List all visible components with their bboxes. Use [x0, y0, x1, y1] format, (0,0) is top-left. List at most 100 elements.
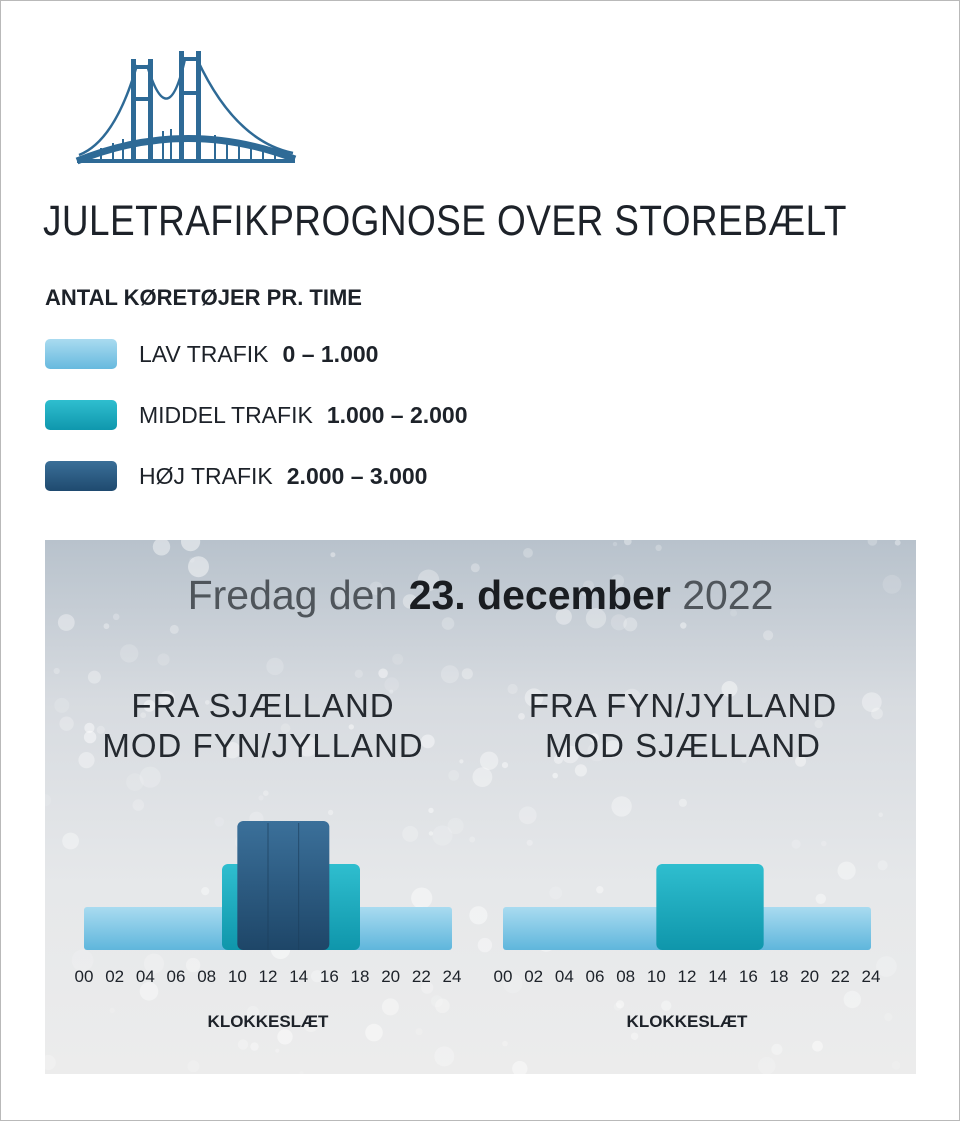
tick-label: 16 [739, 967, 758, 986]
tick-label: 06 [586, 967, 605, 986]
tick-label: 12 [678, 967, 697, 986]
snow-dot [327, 809, 334, 816]
snow-dot [876, 956, 897, 977]
snow-dot [877, 860, 888, 871]
snow-dot [507, 683, 518, 695]
snow-dot [871, 707, 883, 720]
snow-dot [189, 557, 195, 563]
snow-dot [561, 745, 579, 764]
snow-dot [610, 614, 628, 631]
snow-dot [140, 712, 147, 719]
chart-1-title-line2: MOD FYN/JYLLAND [102, 727, 424, 764]
snow-dot [428, 831, 434, 836]
snow-dot [297, 602, 304, 610]
tick-label: 14 [289, 967, 308, 986]
snow-dot [587, 742, 607, 762]
snow-dot [523, 548, 533, 558]
snow-dot [791, 839, 801, 849]
tick-label: 24 [862, 967, 881, 986]
legend-item-high: HØJ TRAFIK 2.000 – 3.000 [45, 460, 427, 492]
snow-dot [280, 723, 291, 734]
snow-dot [821, 840, 827, 847]
snow-dot [430, 995, 443, 1008]
legend-range: 1.000 – 2.000 [326, 401, 468, 428]
chart-2: 00 02 04 06 08 10 12 14 16 18 20 22 24 [494, 864, 881, 986]
snow-dot [795, 755, 807, 767]
traffic-bar-høj [237, 821, 330, 950]
snow-dot [894, 540, 901, 546]
snow-dot [613, 1002, 622, 1011]
tick-label: 04 [555, 967, 574, 986]
snow-dot [432, 825, 453, 846]
snow-dot [263, 790, 269, 796]
snow-dot [369, 581, 383, 595]
legend-item-medium: MIDDEL TRAFIK 1.000 – 2.000 [45, 399, 468, 431]
snow-dot [188, 556, 209, 578]
snow-dot [143, 953, 165, 974]
snow-dot [758, 1056, 776, 1074]
chart-2-title: FRA FYN/JYLLAND MOD SJÆLLAND [503, 686, 863, 766]
snow-dot [882, 574, 902, 594]
snow-dot [275, 1048, 280, 1053]
snow-dot [214, 817, 225, 827]
date-heading: Fredag den 23. december 2022 [45, 572, 916, 619]
tick-label: 20 [800, 967, 819, 986]
snow-dot [434, 1046, 455, 1067]
snow-dot [181, 540, 201, 552]
snow-dot [741, 757, 747, 763]
legend-item-low: LAV TRAFIK 0 – 1.000 [45, 338, 378, 370]
legend-title: ANTAL KØRETØJER PR. TIME [45, 285, 362, 310]
snow-dot [624, 540, 632, 546]
snow-dot [311, 970, 324, 983]
snow-dot [630, 1032, 639, 1040]
legend-swatch-low [45, 339, 117, 369]
page-title: JULETRAFIKPROGNOSE OVER STOREBÆLT [43, 197, 847, 245]
chart-1-title-line1: FRA SJÆLLAND [131, 687, 395, 724]
snow-dot [501, 762, 509, 769]
snow-dot [96, 725, 105, 734]
snow-dot [303, 1017, 319, 1033]
snow-dot [661, 1000, 672, 1011]
legend-range: 2.000 – 3.000 [286, 462, 428, 489]
snow-dot [549, 886, 563, 900]
snow-dot [411, 887, 433, 909]
snow-dot [384, 677, 400, 692]
snow-dot [348, 724, 354, 730]
snow-dot [112, 613, 120, 621]
snow-dot [843, 990, 861, 1009]
snow-dot [332, 587, 350, 605]
snow-dot [573, 742, 580, 748]
snow-dot [45, 1054, 56, 1071]
snow-dot [878, 812, 883, 817]
snow-dot [552, 772, 558, 779]
snow-dot [461, 668, 473, 680]
snow-dot [415, 1028, 423, 1036]
chart-1-xlabel: KLOKKESLÆT [207, 1012, 329, 1031]
snow-dot [354, 669, 363, 678]
snow-dot [604, 740, 622, 758]
snow-dot [378, 668, 388, 679]
snow-dot [623, 617, 638, 632]
tick-label: 08 [616, 967, 635, 986]
chart-2-title-line1: FRA FYN/JYLLAND [528, 687, 838, 724]
chart-1: 00 02 04 06 08 10 12 14 16 18 20 22 24 [75, 821, 461, 986]
snow-dot [582, 580, 595, 592]
snow-dot [246, 1005, 260, 1019]
tick-label: 02 [524, 967, 543, 986]
snow-dot [157, 653, 170, 666]
snow-dot [447, 817, 464, 835]
snow-dot [224, 742, 241, 759]
snow-dot [589, 733, 599, 743]
snow-dot [721, 681, 738, 697]
snow-dot [502, 1040, 508, 1047]
snow-dot [62, 832, 79, 850]
snow-dot [258, 795, 264, 801]
snow-dot [470, 563, 480, 573]
snow-dot [299, 1071, 304, 1074]
snow-dot [71, 949, 94, 972]
tick-label: 14 [708, 967, 727, 986]
snow-dot [585, 608, 607, 629]
snow-dot [526, 839, 533, 846]
snow-dot [57, 614, 75, 631]
snow-dot [392, 653, 404, 665]
